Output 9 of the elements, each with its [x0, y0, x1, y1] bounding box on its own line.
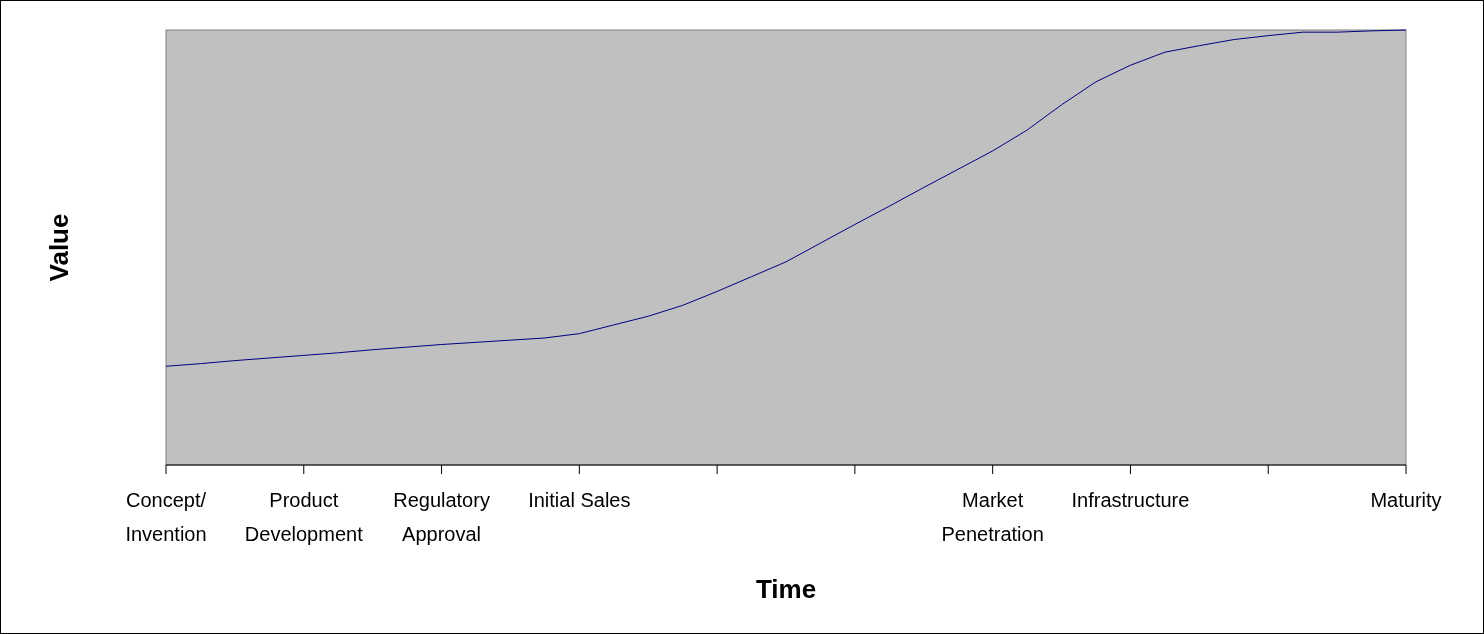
x-tick-label: Market Penetration [941, 489, 1044, 545]
x-tick-label: Maturity [1370, 489, 1442, 511]
x-tick-label: Concept/ Invention [125, 489, 207, 545]
x-tick-label: Product Development [244, 489, 364, 545]
y-axis-title: Value [44, 213, 74, 282]
x-tick-label: Initial Sales [528, 489, 631, 511]
x-axis-title: Time [755, 574, 817, 604]
x-tick-label: Infrastructure [1071, 489, 1190, 511]
x-tick-label: Regulatory Approval [393, 489, 490, 545]
